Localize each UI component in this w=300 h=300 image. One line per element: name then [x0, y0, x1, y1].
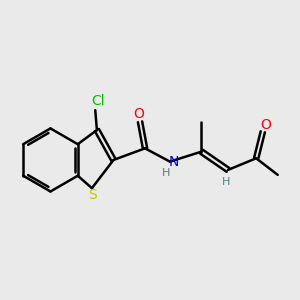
Text: O: O	[261, 118, 272, 132]
Text: S: S	[88, 188, 97, 203]
Text: H: H	[162, 168, 170, 178]
Text: Cl: Cl	[91, 94, 105, 108]
Text: O: O	[133, 107, 144, 122]
Text: N: N	[169, 154, 179, 169]
Text: H: H	[222, 176, 230, 187]
